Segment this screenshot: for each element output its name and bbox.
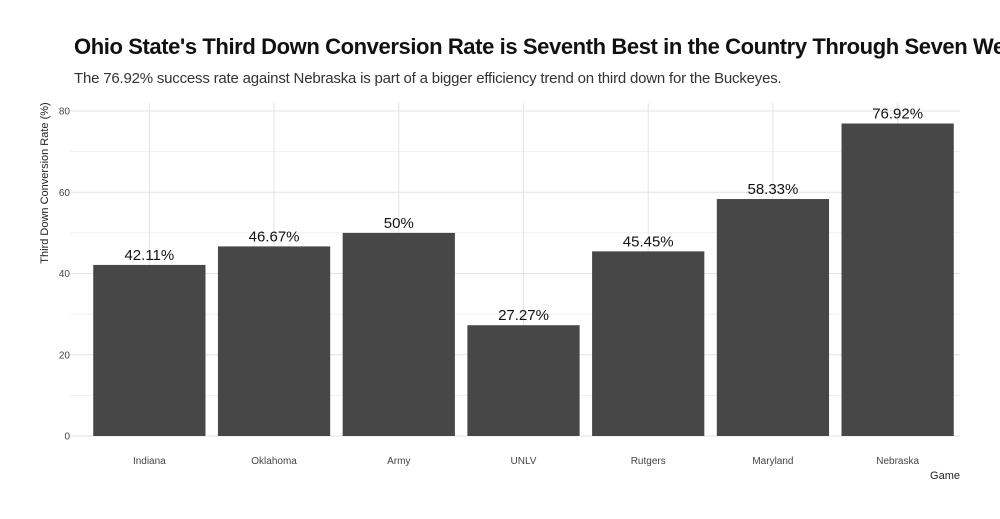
y-tick-label: 60 <box>59 188 71 199</box>
bar-unlv <box>467 325 580 436</box>
x-tick-label: Nebraska <box>876 456 919 467</box>
bar-maryland <box>716 199 830 436</box>
x-tick-label: Indiana <box>133 456 166 467</box>
data-label: 27.27% <box>498 307 549 324</box>
y-tick-label: 20 <box>59 350 71 361</box>
y-tick-label: 40 <box>59 269 71 280</box>
bar-rutgers <box>592 251 705 436</box>
x-tick-label: Maryland <box>752 456 793 467</box>
bar-indiana <box>93 264 206 436</box>
bar-nebraska <box>841 123 954 436</box>
data-label: 58.33% <box>747 181 798 198</box>
bars <box>93 123 954 436</box>
y-tick-label: 0 <box>64 432 70 443</box>
y-axis-title: Third Down Conversion Rate (%) <box>39 102 51 263</box>
data-label: 42.11% <box>124 247 174 264</box>
y-axis-ticks: 0 20 40 60 80 <box>59 107 71 443</box>
data-label: 46.67% <box>249 228 300 245</box>
data-label: 50% <box>384 215 414 232</box>
bar-army <box>342 232 455 436</box>
data-labels: 42.11% 46.67% 50% 27.27% 45.45% 58.33% 76.92% <box>124 106 923 325</box>
x-tick-label: Rutgers <box>631 456 666 467</box>
chart-subtitle: The 76.92% success rate against Nebraska… <box>74 70 782 87</box>
x-axis-ticks: Indiana Oklahoma Army UNLV Rutgers Maryland Ne… <box>133 456 920 467</box>
x-tick-label: UNLV <box>511 456 537 467</box>
data-label: 76.92% <box>872 106 923 123</box>
data-label: 45.45% <box>623 233 674 250</box>
y-tick-label: 80 <box>59 107 71 118</box>
chart-title: Ohio State's Third Down Conversion Rate … <box>74 34 1000 59</box>
x-axis-title: Game <box>930 470 960 482</box>
x-tick-label: Oklahoma <box>251 456 297 467</box>
bar-oklahoma <box>217 246 331 436</box>
x-tick-label: Army <box>387 456 410 467</box>
